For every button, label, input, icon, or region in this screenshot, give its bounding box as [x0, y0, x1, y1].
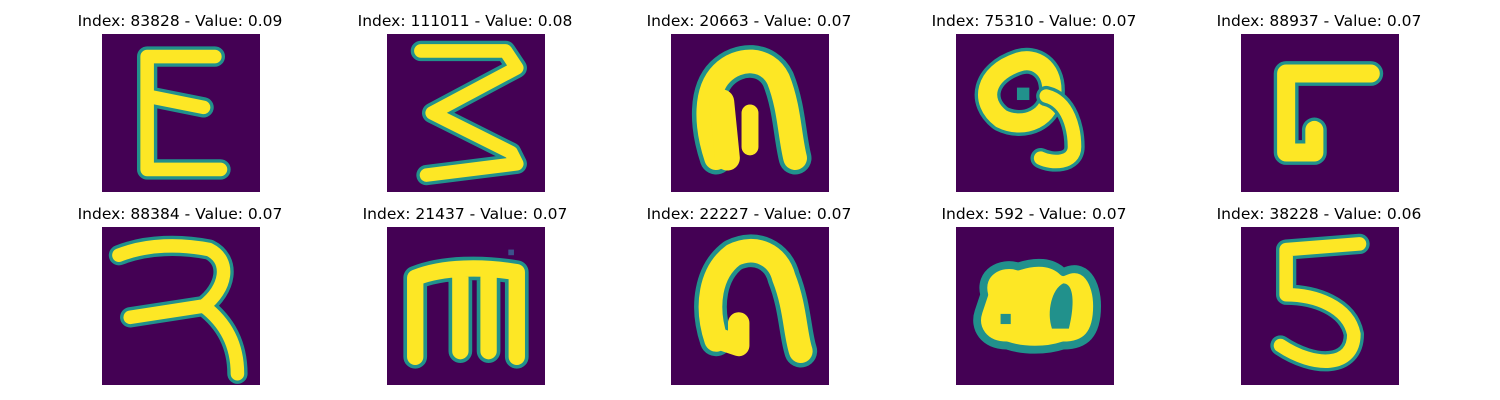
arch-glyph-icon — [671, 227, 829, 385]
bracket-glyph-icon — [1241, 34, 1399, 192]
grid-cell: Index: 22227 - Value: 0.07 — [619, 193, 879, 385]
grid-cell: Index: 20663 - Value: 0.07 — [619, 0, 879, 192]
cell-title: Index: 38228 - Value: 0.06 — [1216, 205, 1422, 223]
cell-title: Index: 88384 - Value: 0.07 — [77, 205, 283, 223]
grid-cell: Index: 21437 - Value: 0.07 — [335, 193, 595, 385]
cell-title: Index: 83828 - Value: 0.09 — [77, 12, 283, 30]
grid-cell: Index: 592 - Value: 0.07 — [904, 193, 1164, 385]
epsilon-glyph-icon — [102, 34, 260, 192]
cell-title: Index: 111011 - Value: 0.08 — [357, 12, 573, 30]
loop-tail-glyph-icon — [956, 34, 1114, 192]
zigzag-three-glyph-icon — [387, 34, 545, 192]
grid-cell: Index: 88384 - Value: 0.07 — [50, 193, 310, 385]
five-glyph-icon — [1241, 227, 1399, 385]
grid-cell: Index: 38228 - Value: 0.06 — [1189, 193, 1449, 385]
cell-title: Index: 75310 - Value: 0.07 — [931, 12, 1137, 30]
hook-glyph-icon — [102, 227, 260, 385]
double-loop-glyph-icon — [956, 227, 1114, 385]
grid-cell: Index: 88937 - Value: 0.07 — [1189, 0, 1449, 192]
cell-title: Index: 20663 - Value: 0.07 — [646, 12, 852, 30]
cell-title: Index: 22227 - Value: 0.07 — [646, 205, 852, 223]
grid-cell: Index: 83828 - Value: 0.09 — [50, 0, 310, 192]
grid-cell: Index: 75310 - Value: 0.07 — [904, 0, 1164, 192]
cell-title: Index: 88937 - Value: 0.07 — [1216, 12, 1422, 30]
m-glyph-icon — [387, 227, 545, 385]
cell-title: Index: 21437 - Value: 0.07 — [362, 205, 568, 223]
arch-glyph-icon — [671, 34, 829, 192]
cell-title: Index: 592 - Value: 0.07 — [941, 205, 1127, 223]
grid-cell: Index: 111011 - Value: 0.08 — [335, 0, 595, 192]
